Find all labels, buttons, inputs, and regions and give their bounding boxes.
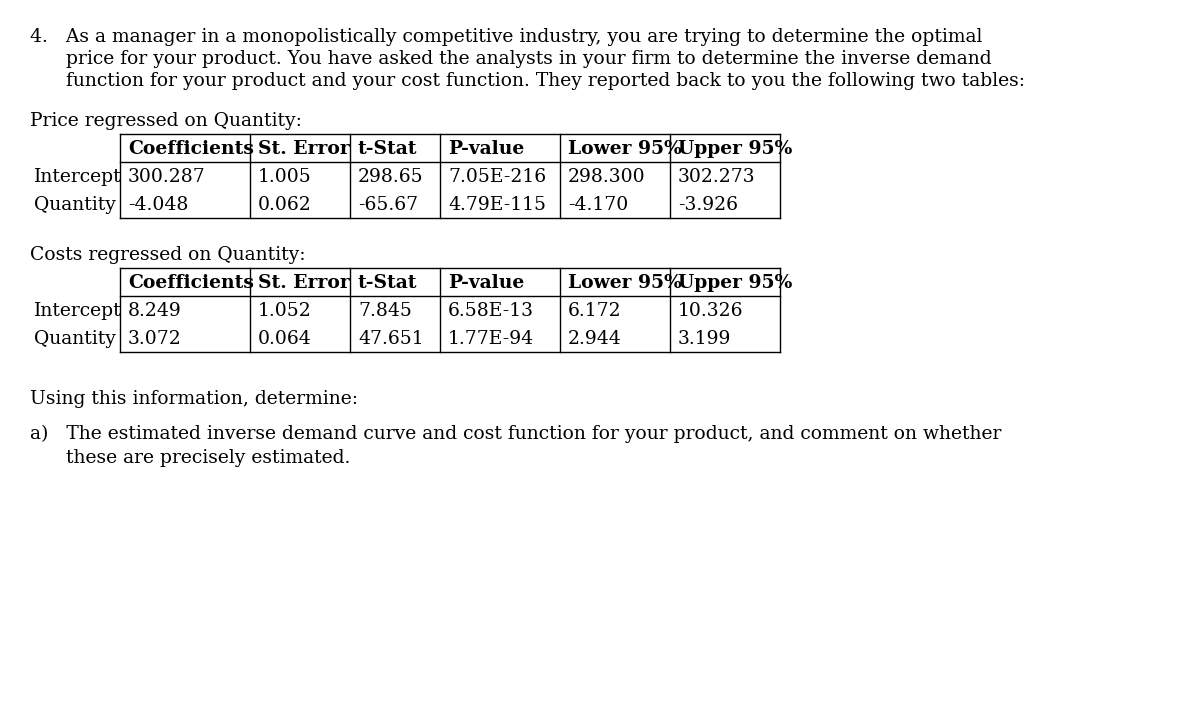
Text: 47.651: 47.651: [358, 330, 424, 348]
Text: t-Stat: t-Stat: [358, 140, 418, 158]
Text: 0.064: 0.064: [258, 330, 312, 348]
Text: St. Error: St. Error: [258, 140, 349, 158]
Text: function for your product and your cost function. They reported back to you the : function for your product and your cost …: [30, 72, 1025, 90]
Text: 1.005: 1.005: [258, 168, 312, 186]
Text: St. Error: St. Error: [258, 274, 349, 292]
Text: 4.79E-115: 4.79E-115: [448, 196, 546, 214]
Text: Coefficients: Coefficients: [128, 140, 254, 158]
Text: 300.287: 300.287: [128, 168, 205, 186]
Text: Costs regressed on Quantity:: Costs regressed on Quantity:: [30, 246, 306, 264]
Text: P-value: P-value: [448, 140, 524, 158]
Text: 2.944: 2.944: [568, 330, 622, 348]
Text: 8.249: 8.249: [128, 302, 181, 320]
Text: Quantity: Quantity: [34, 330, 116, 348]
Text: these are precisely estimated.: these are precisely estimated.: [30, 449, 350, 467]
Text: Upper 95%: Upper 95%: [678, 274, 792, 292]
Text: 3.072: 3.072: [128, 330, 181, 348]
Text: t-Stat: t-Stat: [358, 274, 418, 292]
Text: Using this information, determine:: Using this information, determine:: [30, 390, 358, 408]
Text: 298.65: 298.65: [358, 168, 424, 186]
Text: 302.273: 302.273: [678, 168, 756, 186]
Text: -4.048: -4.048: [128, 196, 188, 214]
Text: price for your product. You have asked the analysts in your firm to determine th: price for your product. You have asked t…: [30, 50, 991, 68]
Text: 298.300: 298.300: [568, 168, 646, 186]
Text: Intercept: Intercept: [34, 302, 121, 320]
Text: Coefficients: Coefficients: [128, 274, 254, 292]
Text: 4.   As a manager in a monopolistically competitive industry, you are trying to : 4. As a manager in a monopolistically co…: [30, 28, 983, 46]
Text: Quantity: Quantity: [34, 196, 116, 214]
Text: Upper 95%: Upper 95%: [678, 140, 792, 158]
Text: 7.05E-216: 7.05E-216: [448, 168, 546, 186]
Text: 3.199: 3.199: [678, 330, 731, 348]
Text: Intercept: Intercept: [34, 168, 121, 186]
Text: -65.67: -65.67: [358, 196, 418, 214]
Text: 10.326: 10.326: [678, 302, 744, 320]
Text: 1.77E-94: 1.77E-94: [448, 330, 534, 348]
Text: 7.845: 7.845: [358, 302, 412, 320]
Text: Price regressed on Quantity:: Price regressed on Quantity:: [30, 112, 302, 130]
Text: -4.170: -4.170: [568, 196, 629, 214]
Text: Lower 95%: Lower 95%: [568, 274, 682, 292]
Text: -3.926: -3.926: [678, 196, 738, 214]
Text: Lower 95%: Lower 95%: [568, 140, 682, 158]
Text: 6.172: 6.172: [568, 302, 622, 320]
Text: a)   The estimated inverse demand curve and cost function for your product, and : a) The estimated inverse demand curve an…: [30, 425, 1001, 443]
Text: 0.062: 0.062: [258, 196, 312, 214]
Text: P-value: P-value: [448, 274, 524, 292]
Text: 6.58E-13: 6.58E-13: [448, 302, 534, 320]
Text: 1.052: 1.052: [258, 302, 312, 320]
